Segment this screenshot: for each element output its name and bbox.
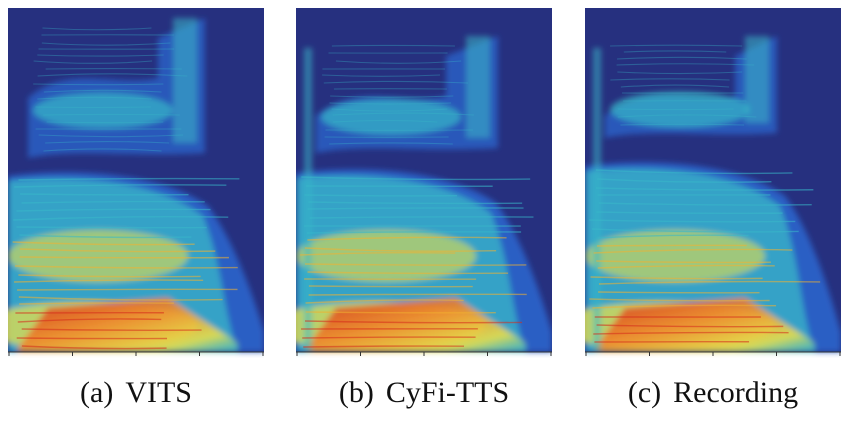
caption-label: CyFi-TTS: [385, 376, 510, 409]
caption-label: Recording: [673, 376, 799, 409]
caption-recording: (c) Recording: [585, 376, 841, 410]
caption-vits: (a) VITS: [8, 376, 264, 410]
spectrogram-panel-vits: (a) VITS: [8, 0, 298, 424]
caption-tag: (a): [80, 376, 114, 409]
caption-cyfi-tts: (b) CyFi-TTS: [296, 376, 552, 410]
spectrogram-panel-cyfi-tts: (b) CyFi-TTS: [296, 0, 586, 424]
caption-tag: (c): [627, 376, 662, 409]
spectrogram-image-vits: [8, 8, 264, 356]
spectrogram-image-cyfi-tts: [296, 8, 552, 356]
spectrogram-image-recording: [585, 8, 841, 356]
caption-tag: (b): [338, 376, 374, 409]
spectrogram-panel-recording: (c) Recording: [585, 0, 848, 424]
caption-label: VITS: [125, 376, 192, 409]
